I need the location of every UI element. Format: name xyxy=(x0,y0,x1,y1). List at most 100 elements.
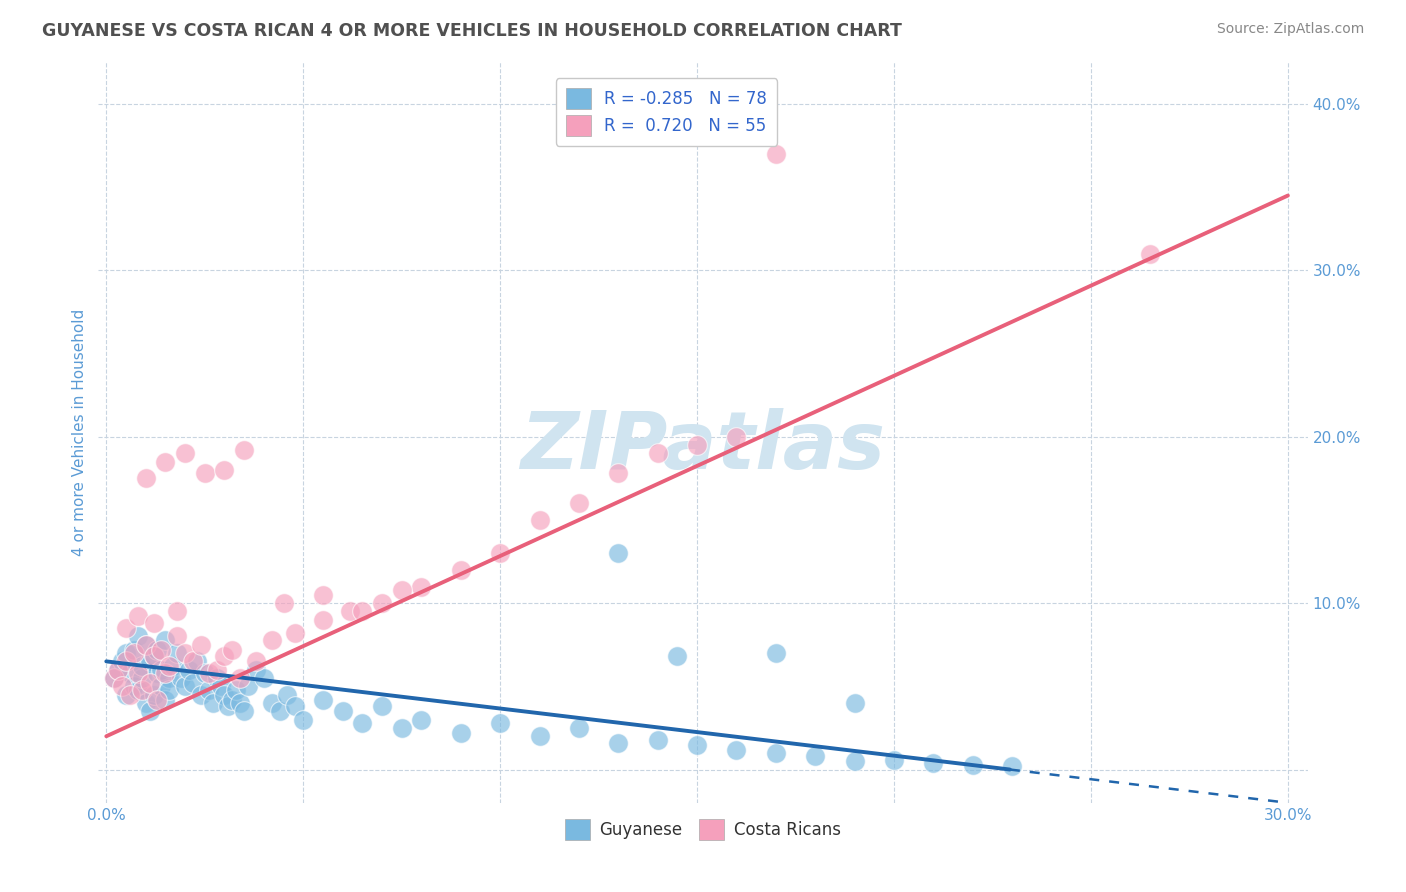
Point xyxy=(157,671,180,685)
Point xyxy=(166,646,188,660)
Point xyxy=(155,666,177,681)
Point xyxy=(253,671,276,685)
Point xyxy=(127,629,149,643)
Point xyxy=(391,582,413,597)
Point xyxy=(155,455,177,469)
Point xyxy=(332,704,354,718)
Point xyxy=(157,659,180,673)
Point xyxy=(127,682,149,697)
Point xyxy=(190,688,212,702)
Point xyxy=(411,580,433,594)
Point xyxy=(284,626,307,640)
Point xyxy=(166,605,188,619)
Point xyxy=(197,666,219,681)
Point xyxy=(194,666,217,681)
Point xyxy=(111,679,134,693)
Point xyxy=(225,682,247,697)
Point xyxy=(107,663,129,677)
Point xyxy=(489,715,512,730)
Point xyxy=(371,699,394,714)
Point xyxy=(190,638,212,652)
Point xyxy=(568,496,591,510)
Point xyxy=(686,738,709,752)
Point xyxy=(166,629,188,643)
Y-axis label: 4 or more Vehicles in Household: 4 or more Vehicles in Household xyxy=(72,309,87,557)
Point xyxy=(127,609,149,624)
Point xyxy=(273,596,295,610)
Point xyxy=(607,467,630,481)
Point xyxy=(127,666,149,681)
Point xyxy=(155,692,177,706)
Point xyxy=(118,666,141,681)
Point xyxy=(214,688,236,702)
Point xyxy=(529,513,551,527)
Point xyxy=(197,682,219,697)
Point xyxy=(103,671,125,685)
Point xyxy=(260,632,283,647)
Point xyxy=(115,654,138,668)
Point xyxy=(725,430,748,444)
Point xyxy=(181,676,204,690)
Point xyxy=(221,642,243,657)
Point xyxy=(312,692,335,706)
Point xyxy=(647,446,669,460)
Point xyxy=(131,682,153,697)
Point xyxy=(312,613,335,627)
Point xyxy=(1001,759,1024,773)
Point xyxy=(157,682,180,697)
Point xyxy=(229,696,252,710)
Point xyxy=(844,754,866,768)
Point xyxy=(122,642,145,657)
Point xyxy=(111,654,134,668)
Point xyxy=(765,646,787,660)
Point xyxy=(186,654,208,668)
Point xyxy=(352,715,374,730)
Point xyxy=(647,732,669,747)
Point xyxy=(233,704,256,718)
Point xyxy=(217,699,239,714)
Point xyxy=(150,679,173,693)
Point xyxy=(765,746,787,760)
Point xyxy=(174,646,197,660)
Point xyxy=(371,596,394,610)
Point xyxy=(804,749,827,764)
Point xyxy=(170,671,193,685)
Point xyxy=(1139,246,1161,260)
Point xyxy=(205,671,228,685)
Point xyxy=(142,649,165,664)
Point xyxy=(883,753,905,767)
Point xyxy=(284,699,307,714)
Text: GUYANESE VS COSTA RICAN 4 OR MORE VEHICLES IN HOUSEHOLD CORRELATION CHART: GUYANESE VS COSTA RICAN 4 OR MORE VEHICL… xyxy=(42,22,903,40)
Point xyxy=(135,638,157,652)
Point xyxy=(450,563,472,577)
Point xyxy=(489,546,512,560)
Text: ZIPatlas: ZIPatlas xyxy=(520,409,886,486)
Point xyxy=(138,654,160,668)
Point xyxy=(122,679,145,693)
Point xyxy=(107,663,129,677)
Point xyxy=(725,742,748,756)
Legend: Guyanese, Costa Ricans: Guyanese, Costa Ricans xyxy=(558,813,848,847)
Point xyxy=(122,646,145,660)
Point xyxy=(138,676,160,690)
Point xyxy=(276,688,298,702)
Point xyxy=(103,671,125,685)
Point xyxy=(233,443,256,458)
Point xyxy=(181,654,204,668)
Point xyxy=(135,638,157,652)
Point xyxy=(150,642,173,657)
Point xyxy=(339,605,361,619)
Point xyxy=(135,471,157,485)
Point xyxy=(221,692,243,706)
Point xyxy=(568,721,591,735)
Point xyxy=(607,736,630,750)
Point xyxy=(177,663,200,677)
Point xyxy=(260,696,283,710)
Point xyxy=(194,467,217,481)
Point xyxy=(666,649,689,664)
Point xyxy=(962,757,984,772)
Point xyxy=(292,713,315,727)
Point xyxy=(150,663,173,677)
Point xyxy=(844,696,866,710)
Point xyxy=(201,696,224,710)
